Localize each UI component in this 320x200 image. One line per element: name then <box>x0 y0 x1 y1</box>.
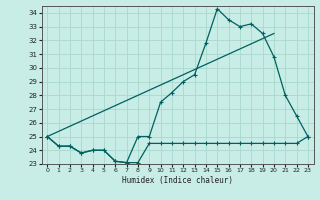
X-axis label: Humidex (Indice chaleur): Humidex (Indice chaleur) <box>122 176 233 185</box>
